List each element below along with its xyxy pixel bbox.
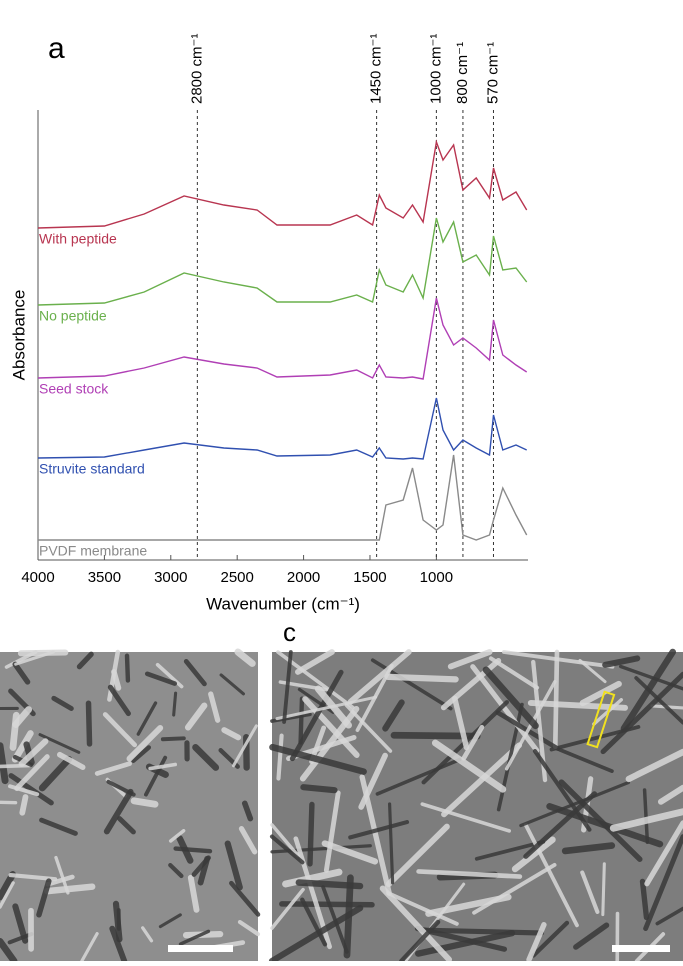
scale-bar [168,945,233,952]
x-tick-label: 1500 [353,569,386,586]
crystal [89,703,90,744]
panel-label: c [283,617,296,647]
scale-bar [612,945,670,952]
series-label: No peptide [39,308,107,324]
crystal [163,738,184,739]
crystal [282,904,372,905]
crystal [303,787,334,790]
series-label: Struvite standard [39,461,145,477]
crystal [21,653,65,654]
panel-label: a [48,32,65,65]
spectrum [38,398,527,459]
series-label: With peptide [39,231,117,247]
micrographs [0,652,683,961]
spectrum [38,298,527,379]
x-tick-label: 2000 [287,569,320,586]
x-tick-label: 2500 [220,569,253,586]
crystal [47,887,92,891]
x-tick-label: 3500 [88,569,121,586]
crystal [127,656,128,681]
y-axis-label: Absorbance [9,290,28,381]
crystal [13,715,16,747]
crystal [388,677,456,679]
reference-label: 570 cm⁻¹ [484,42,501,104]
crystal [603,864,604,915]
reference-label: 1450 cm⁻¹ [368,34,385,104]
reference-label: 800 cm⁻¹ [454,42,471,104]
crystal [0,766,29,767]
spectrum [38,142,527,228]
x-tick-label: 1000 [420,569,453,586]
crystal [301,699,302,743]
reference-label: 2800 cm⁻¹ [188,34,205,104]
x-tick-label: 4000 [21,569,54,586]
crystal [134,801,155,804]
x-tick-label: 3000 [154,569,187,586]
crystal [555,652,557,747]
crystal [22,797,25,813]
series-label: Seed stock [39,381,109,397]
crystal [174,693,176,715]
x-axis-label: Wavenumber (cm⁻¹) [206,594,360,613]
reference-label: 1000 cm⁻¹ [427,34,444,104]
series-label: PVDF membrane [39,543,147,559]
crystal [310,804,312,863]
crystal [176,849,210,852]
crystal [347,878,350,955]
